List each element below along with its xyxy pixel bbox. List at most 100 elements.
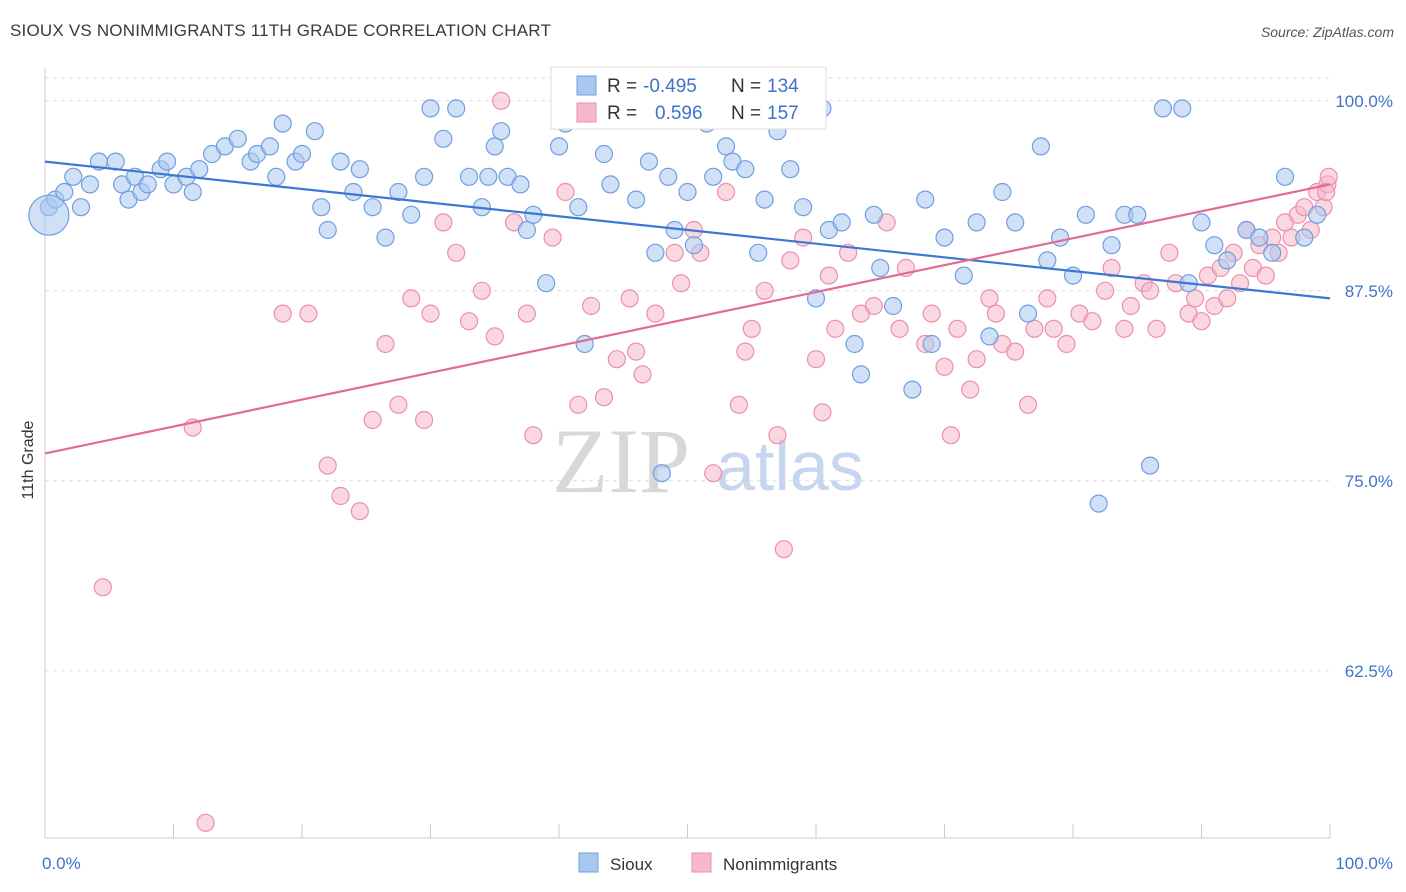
sioux-point [736,160,755,179]
sioux-point [292,144,312,164]
nonimmigrants-point [376,334,395,354]
nonimmigrants-point [1319,167,1338,186]
sioux-point [684,236,704,255]
nonimmigrants-point [967,350,986,369]
sioux-point [537,274,556,293]
sioux-point [447,99,466,118]
nonimmigrants-point [716,182,736,202]
sioux-point [1192,213,1211,232]
sioux-point [157,152,177,171]
nonimmigrants-point [331,486,350,506]
sioux-point [993,182,1012,202]
stats-legend: R = -0.495 N = 134 R = 0.596 N = 157 [550,66,827,130]
sioux-point [350,160,369,179]
sioux-point [883,296,903,316]
bottom-legend: Sioux Nonimmigrants [578,852,837,874]
nonimmigrants-point [517,304,536,323]
nonimmigrants-point [948,319,967,338]
sioux-point [922,334,941,354]
nonimmigrants-point [299,304,318,323]
sioux-point [1018,304,1038,323]
sioux-point [363,198,382,217]
nonimmigrants-point [922,304,941,323]
nonimmigrants-point [768,426,787,445]
sioux-point [845,334,864,354]
y-tick-label: 62.5% [1345,662,1393,681]
sioux-point [71,198,91,217]
sioux-point [916,190,935,209]
nonimm-n-value: 157 [767,103,799,124]
nonimmigrants-points [93,91,1338,832]
x-tick-label-start: 0.0% [42,854,81,873]
nonimm-r-value: 0.596 [655,103,703,124]
nonimmigrants-point [633,365,652,384]
sioux-point [1153,99,1173,118]
sioux-point [1308,205,1327,224]
nonimm-swatch [576,102,597,123]
sioux-point [626,190,646,209]
sioux-point [190,160,209,179]
sioux-point [832,213,851,232]
sioux-point [479,167,498,186]
sioux-point [851,365,871,384]
nonimmigrants-point [196,813,215,832]
sioux-point [267,167,286,186]
sioux-point [755,190,774,209]
sioux-point [806,289,826,308]
nonimmigrants-point [421,304,440,323]
sioux-point [1031,137,1050,156]
gridlines [45,77,1330,672]
sioux-point [55,182,74,202]
nonimmigrants-point [1083,312,1102,331]
sioux-point [704,167,723,186]
sioux-point [1102,236,1121,255]
nonimmigrants-point [492,91,511,110]
sioux-point [183,182,202,202]
sioux-point [318,220,337,240]
sioux-n-value: 134 [767,76,799,97]
sioux-point [1263,243,1282,262]
watermark-zip: ZIP [552,410,690,512]
nonimmigrants-point [607,350,626,369]
nonimmigrants-point [935,357,954,376]
sioux-point [228,129,247,148]
nonimmigrants-point [402,289,421,308]
sioux-point [903,380,922,399]
nonimmigrants-point [485,327,504,346]
sioux-point [1076,205,1095,224]
sioux-point [64,167,83,186]
nonimmigrants-point [1096,281,1115,300]
sioux-point [517,220,536,240]
sioux-point [749,243,768,262]
x-tick-labels: 0.0% 100.0% [42,854,1393,873]
sioux-point [659,167,678,186]
nonimmigrants-point [1147,319,1166,338]
nonimmigrants-point [1218,289,1237,308]
sioux-point [260,137,279,156]
nonimmigrants-point [620,289,639,308]
nonimmigrants-point [941,426,961,445]
sioux-point [980,327,999,346]
sioux-point [794,198,813,217]
y-axis-label: 11th Grade [20,420,37,499]
sioux-point [485,137,504,156]
nonimmigrants-point [961,380,980,399]
x-tick-label-end: 100.0% [1335,854,1393,873]
watermark-atlas: atlas [716,427,864,505]
nonimmigrants-point [986,304,1006,323]
nonimmigrants-point [819,266,838,285]
nonimmigrants-point [826,319,845,338]
nonimmigrants-point [594,388,614,407]
nonimmigrants-point [569,395,588,414]
nonimmigrants-point [1025,319,1044,338]
sioux-point [954,266,973,285]
trend-lines [44,160,1331,455]
sioux-point [80,175,100,194]
sioux-point [305,122,324,141]
nonimmigrants-point [890,319,909,338]
sioux-point [434,129,453,148]
sioux-point [1089,494,1108,513]
sioux-point [967,213,986,232]
nonimmigrants-point [1018,395,1038,414]
